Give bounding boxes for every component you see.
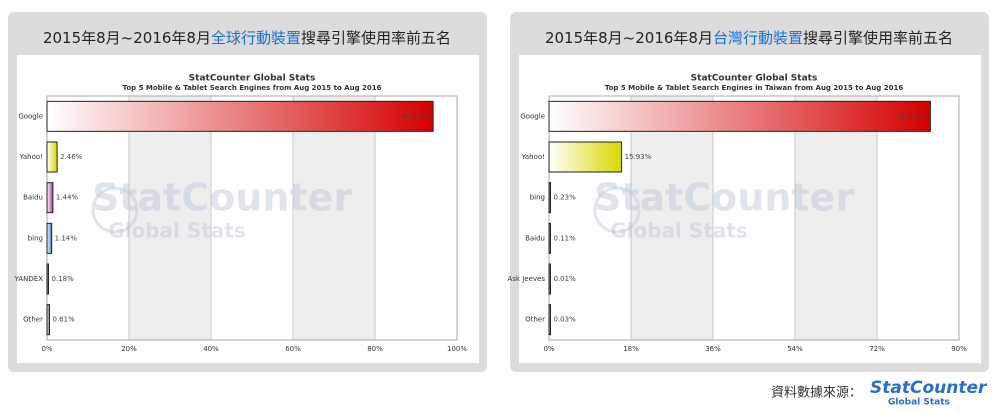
bar bbox=[46, 263, 49, 295]
heading-part: 台灣行動裝置 bbox=[713, 29, 803, 47]
watermark: StatCounter bbox=[92, 176, 352, 220]
panel-heading: 2015年8月~2016年8月台灣行動裝置搜尋引擎使用率前五名 bbox=[545, 29, 953, 47]
chart-subtitle: Top 5 Mobile & Tablet Search Engines in … bbox=[605, 84, 904, 92]
y-tick-label: bing bbox=[530, 194, 545, 202]
value-label: 1.44% bbox=[56, 194, 79, 202]
heading-part: 搜尋引擎使用率前五名 bbox=[803, 29, 953, 47]
y-tick-label: Baidu bbox=[23, 194, 43, 202]
y-tick-label: Other bbox=[525, 316, 545, 324]
y-tick-label: YANDEX bbox=[14, 275, 44, 283]
source-label: 資料數據來源： bbox=[771, 386, 862, 401]
watermark-sub: Global Stats bbox=[108, 219, 246, 243]
plot-border bbox=[46, 95, 458, 341]
value-label: 0.18% bbox=[52, 275, 75, 283]
bar bbox=[548, 222, 551, 254]
x-tick-label: 100% bbox=[447, 345, 467, 353]
x-tick-label: 72% bbox=[869, 345, 885, 353]
source-logo: StatCounter bbox=[870, 378, 988, 398]
y-tick-label: bing bbox=[28, 234, 43, 242]
value-label: 94.17% bbox=[402, 112, 429, 120]
plot-area bbox=[549, 96, 959, 340]
watermark: StatCounter bbox=[594, 176, 854, 220]
heading-part: 搜尋引擎使用率前五名 bbox=[301, 29, 451, 47]
bar bbox=[548, 100, 931, 132]
x-tick-label: 60% bbox=[285, 345, 301, 353]
chart-title: StatCounter Global Stats bbox=[189, 74, 316, 84]
value-label: 83.71% bbox=[900, 112, 927, 120]
value-label: 0.01% bbox=[554, 275, 577, 283]
x-tick-label: 80% bbox=[367, 345, 383, 353]
value-label: 0.03% bbox=[554, 316, 577, 324]
bar bbox=[46, 100, 434, 132]
chart-title: StatCounter Global Stats bbox=[691, 74, 818, 84]
y-tick-label: Ask Jeeves bbox=[508, 275, 546, 283]
chart-subtitle: Top 5 Mobile & Tablet Search Engines fro… bbox=[122, 84, 381, 92]
x-tick-label: 0% bbox=[41, 345, 52, 353]
bar bbox=[548, 304, 551, 336]
x-tick-label: 20% bbox=[121, 345, 137, 353]
y-tick-label: Yahoo! bbox=[19, 153, 43, 161]
watermark-globe bbox=[91, 186, 139, 234]
y-tick-label: Other bbox=[23, 316, 43, 324]
bar bbox=[46, 222, 53, 254]
grid-band bbox=[631, 96, 713, 340]
value-label: 0.23% bbox=[554, 194, 577, 202]
grid-band bbox=[129, 96, 211, 340]
x-tick-label: 18% bbox=[623, 345, 639, 353]
source-logo-sub: Global Stats bbox=[888, 398, 950, 408]
y-tick-label: Yahoo! bbox=[521, 153, 545, 161]
y-tick-label: Google bbox=[18, 112, 43, 120]
value-label: 0.61% bbox=[53, 316, 76, 324]
heading-part: 2015年8月~2016年8月 bbox=[43, 29, 211, 47]
x-tick-label: 90% bbox=[951, 345, 967, 353]
y-tick-label: Google bbox=[520, 112, 545, 120]
x-tick-label: 0% bbox=[543, 345, 554, 353]
x-tick-label: 54% bbox=[787, 345, 803, 353]
value-label: 2.46% bbox=[60, 153, 83, 161]
value-label: 1.14% bbox=[55, 234, 78, 242]
bar bbox=[46, 141, 58, 173]
plot-area bbox=[47, 96, 457, 340]
panel-heading: 2015年8月~2016年8月全球行動裝置搜尋引擎使用率前五名 bbox=[43, 29, 451, 47]
heading-part: 2015年8月~2016年8月 bbox=[545, 29, 713, 47]
grid-band bbox=[293, 96, 375, 340]
heading-part: 全球行動裝置 bbox=[211, 29, 301, 47]
watermark-sub: Global Stats bbox=[610, 219, 748, 243]
watermark-globe bbox=[593, 186, 641, 234]
plot-border bbox=[548, 95, 960, 341]
value-label: 0.11% bbox=[554, 234, 577, 242]
value-label: 15.93% bbox=[625, 153, 652, 161]
bar bbox=[548, 182, 551, 214]
bar bbox=[548, 141, 623, 173]
bar bbox=[548, 263, 551, 295]
bar bbox=[46, 182, 54, 214]
bar bbox=[46, 304, 51, 336]
y-tick-label: Baidu bbox=[525, 234, 545, 242]
grid-band bbox=[795, 96, 877, 340]
x-tick-label: 36% bbox=[705, 345, 721, 353]
x-tick-label: 40% bbox=[203, 345, 219, 353]
